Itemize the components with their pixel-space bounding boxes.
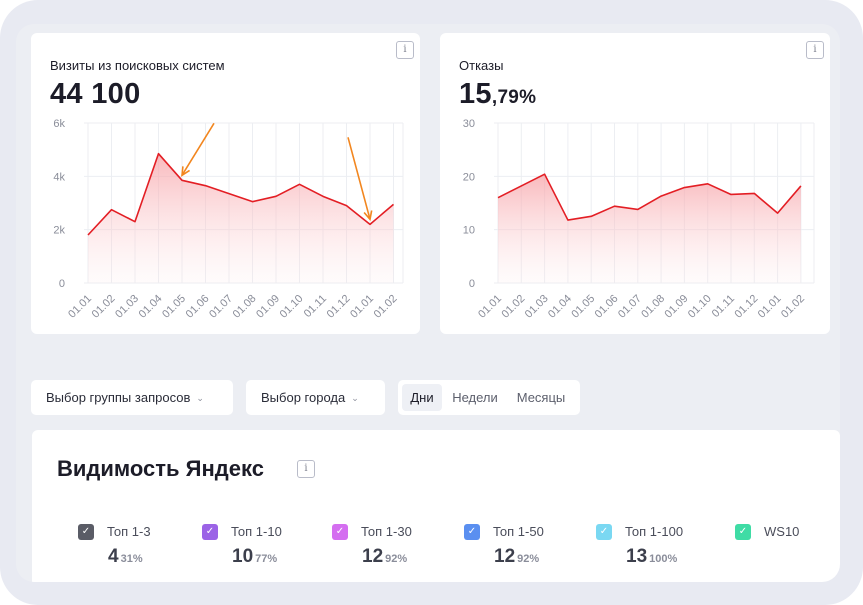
visibility-item-label: Топ 1-30 [361, 524, 412, 539]
series-area [498, 174, 801, 283]
visibility-item-label: Топ 1-10 [231, 524, 282, 539]
city-label: Выбор города [261, 390, 346, 405]
x-tick-label: 01.04 [137, 293, 165, 321]
info-icon[interactable]: i [297, 460, 315, 478]
visibility-panel: Видимость Яндекс i ✓ Топ 1-3 4 31% ✓ Топ 1-10… [32, 430, 840, 582]
period-switch: Дни Недели Месяцы [398, 380, 580, 415]
visibility-item-count: 4 [108, 546, 119, 567]
bounce-value-int: 15 [459, 78, 492, 110]
x-tick-label: 01.11 [710, 293, 737, 320]
visibility-item-percent: 92% [385, 553, 408, 565]
info-icon[interactable]: i [396, 41, 414, 59]
visibility-item-value: 12 92% [494, 546, 539, 568]
dashboard: Визиты из поисковых систем 44 100 i 0 2k 4… [16, 24, 840, 582]
visibility-title: Видимость Яндекс [57, 456, 264, 481]
x-tick-label: 01.07 [207, 293, 235, 321]
bounce-chart: 010203001.0101.0201.0301.0401.0501.0601.… [463, 118, 815, 321]
y-tick-label: 30 [463, 118, 475, 130]
info-icon[interactable]: i [806, 41, 824, 59]
checkbox-check-icon[interactable]: ✓ [202, 524, 218, 540]
x-tick-label: 01.01 [476, 293, 504, 321]
y-tick-label: 4k [53, 171, 65, 183]
x-tick-label: 01.10 [686, 293, 714, 321]
x-tick-label: 01.11 [302, 293, 329, 320]
visibility-item-label: Топ 1-100 [625, 524, 684, 539]
x-tick-label: 01.02 [372, 293, 400, 321]
visibility-item-label: Топ 1-50 [493, 524, 544, 539]
chevron-down-icon: ⌄ [196, 393, 204, 403]
y-tick-label: 0 [469, 278, 475, 290]
y-tick-label: 20 [463, 171, 475, 183]
x-tick-label: 01.09 [254, 293, 282, 321]
period-days[interactable]: Дни [402, 384, 442, 411]
x-tick-label: 01.03 [523, 293, 551, 321]
x-tick-label: 01.05 [569, 293, 597, 321]
visits-card: Визиты из поисковых систем 44 100 i 0 2k 4… [31, 33, 420, 334]
x-tick-label: 01.05 [160, 293, 188, 321]
x-tick-label: 01.04 [546, 293, 574, 321]
x-tick-label: 01.07 [616, 293, 644, 321]
x-tick-label: 01.02 [499, 293, 527, 321]
chevron-down-icon: ⌄ [351, 393, 359, 403]
visibility-item-value: 12 92% [362, 546, 407, 568]
bounce-value-frac: ,79% [491, 87, 537, 108]
y-tick-label: 10 [463, 225, 475, 237]
visibility-item-percent: 92% [517, 553, 540, 565]
x-tick-label: 01.10 [278, 293, 306, 321]
visibility-item-count: 13 [626, 546, 648, 567]
x-tick-label: 01.06 [593, 293, 621, 321]
series-line [497, 173, 802, 221]
x-tick-label: 01.01 [66, 293, 94, 321]
x-tick-label: 01.08 [231, 293, 259, 321]
visibility-item-count: 12 [494, 546, 516, 567]
bounce-value: 15,79% [459, 78, 536, 111]
city-dropdown[interactable]: Выбор города ⌄ [246, 380, 385, 415]
visibility-item-value: 10 77% [232, 546, 277, 568]
x-tick-label: 01.09 [663, 293, 691, 321]
visibility-item-count: 10 [232, 546, 254, 567]
visibility-item-percent: 100% [649, 553, 678, 565]
visibility-item-label: WS10 [764, 524, 800, 539]
query-group-label: Выбор группы запросов [46, 390, 191, 405]
visibility-item-count: 12 [362, 546, 384, 567]
checkbox-check-icon[interactable]: ✓ [78, 524, 94, 540]
annotation-arrow [181, 122, 215, 176]
checkbox-check-icon[interactable]: ✓ [735, 524, 751, 540]
checkbox-check-icon[interactable]: ✓ [596, 524, 612, 540]
y-tick-label: 6k [53, 118, 65, 130]
annotation-arrow-head [181, 166, 191, 177]
visibility-item-percent: 31% [120, 553, 143, 565]
x-tick-label: 01.08 [639, 293, 667, 321]
visits-value: 44 100 [50, 78, 141, 110]
x-tick-label: 01.06 [184, 293, 212, 321]
bounce-title: Отказы [459, 58, 504, 73]
visibility-item-label: Топ 1-3 [107, 524, 151, 539]
x-tick-label: 01.02 [90, 293, 118, 321]
period-weeks[interactable]: Недели [452, 390, 498, 405]
x-tick-label: 01.03 [113, 293, 141, 321]
y-tick-label: 2k [53, 225, 65, 237]
visibility-item-value: 4 31% [108, 546, 143, 568]
x-tick-label: 01.01 [348, 293, 376, 321]
annotation-arrow-head [363, 210, 373, 222]
visibility-item-value: 13 100% [626, 546, 677, 568]
series-area [88, 153, 394, 283]
checkbox-check-icon[interactable]: ✓ [464, 524, 480, 540]
y-tick-label: 0 [59, 278, 65, 290]
visibility-item-percent: 77% [255, 553, 278, 565]
series-line [87, 152, 395, 236]
visits-title: Визиты из поисковых систем [50, 58, 225, 73]
x-tick-label: 01.12 [732, 293, 760, 321]
bounce-card: Отказы 15,79% i 0 10 20 30 01.01 01.02 01.03 01… [440, 33, 830, 334]
checkbox-check-icon[interactable]: ✓ [332, 524, 348, 540]
period-months[interactable]: Месяцы [516, 390, 566, 405]
query-group-dropdown[interactable]: Выбор группы запросов ⌄ [31, 380, 233, 415]
x-tick-label: 01.01 [756, 293, 784, 321]
x-tick-label: 01.02 [779, 293, 807, 321]
annotation-arrow [347, 137, 371, 220]
x-tick-label: 01.12 [325, 293, 353, 321]
visits-chart: 02k4k6k01.0101.0201.0301.0401.0501.0601.… [53, 118, 404, 321]
